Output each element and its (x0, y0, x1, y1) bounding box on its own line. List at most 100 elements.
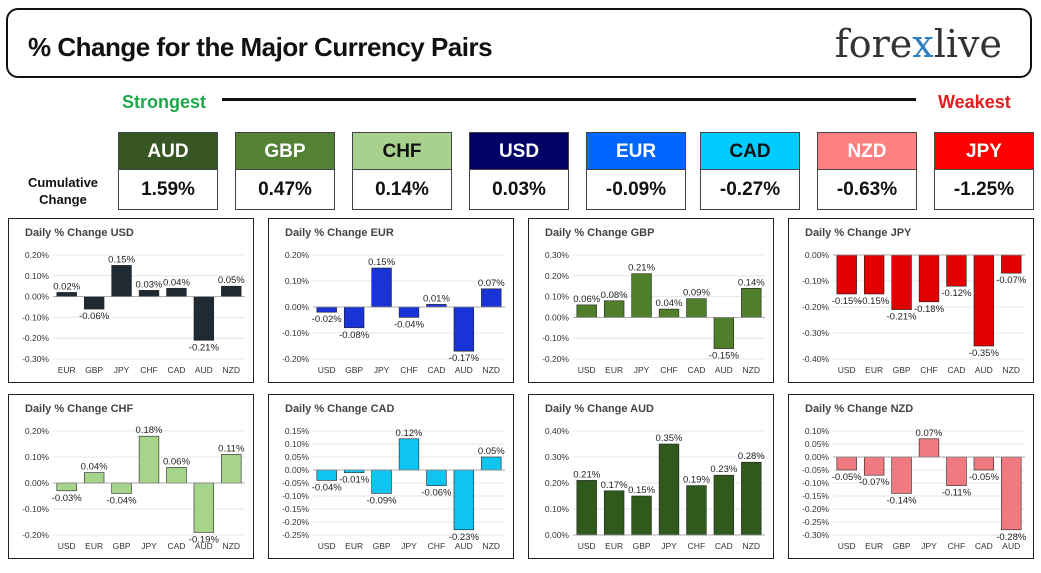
data-label: -0.06% (79, 311, 110, 322)
y-tick-label: 0.00% (25, 292, 50, 302)
chart-chf: Daily % Change CHF0.20%0.10%0.00%-0.10%-… (22, 403, 245, 551)
data-label: 0.14% (738, 277, 765, 288)
data-label: -0.28% (996, 532, 1027, 543)
data-label: -0.35% (969, 348, 1000, 359)
bar-chf (686, 485, 707, 536)
x-tick-label: NZD (483, 365, 500, 375)
x-tick-label: CHF (140, 365, 157, 375)
y-tick-label: 0.00% (545, 312, 570, 322)
bar-usd (316, 306, 337, 313)
data-label: -0.21% (189, 342, 220, 353)
data-label: -0.02% (312, 314, 343, 325)
y-tick-label: -0.30% (802, 328, 829, 338)
logo-text-x: x (912, 22, 934, 66)
y-tick-label: 0.20% (285, 250, 310, 260)
y-tick-label: -0.10% (542, 333, 569, 343)
x-tick-label: AUD (455, 541, 473, 551)
chart-title: Daily % Change EUR (285, 227, 394, 239)
x-tick-label: NZD (223, 541, 240, 551)
chart-panel-eur: Daily % Change EUR 0.20% 0.10% 0.00% -0.10% -… (268, 218, 514, 383)
data-label: -0.04% (107, 495, 138, 506)
y-tick-label: -0.20% (542, 354, 569, 364)
data-label: -0.15% (832, 296, 863, 307)
x-tick-label: CHF (948, 541, 965, 551)
y-tick-label: -0.15% (282, 504, 309, 514)
currency-code: GBP (235, 132, 335, 170)
x-tick-label: JPY (634, 365, 650, 375)
data-label: 0.04% (163, 277, 190, 288)
bar-cad (166, 287, 187, 297)
x-tick-label: NZD (223, 365, 240, 375)
currency-card-usd: USD 0.03% (469, 132, 569, 210)
y-tick-label: 0.20% (545, 271, 570, 281)
currency-card-gbp: GBP 0.47% (235, 132, 335, 210)
bar-eur (603, 300, 625, 318)
x-tick-label: JPY (114, 365, 130, 375)
data-label: -0.09% (367, 495, 398, 506)
data-label: -0.14% (887, 495, 918, 506)
cumulative-value: 0.47% (235, 170, 335, 210)
bar-jpy (398, 438, 420, 471)
bar-jpy (918, 438, 940, 458)
chart-panel-nzd: Daily % Change NZD 0.10% 0.05% 0.00% -0.05% -… (788, 394, 1034, 559)
x-tick-label: CAD (167, 365, 185, 375)
y-tick-label: 0.00% (805, 452, 830, 462)
data-label: 0.15% (108, 254, 135, 265)
y-tick-label: -0.20% (22, 530, 49, 540)
x-tick-label: NZD (483, 541, 500, 551)
chart-gbp: Daily % Change GBP 0.30% 0.20% 0.10% 0.00% -0… (542, 227, 765, 375)
y-tick-label: -0.10% (802, 478, 829, 488)
x-tick-label: EUR (58, 365, 76, 375)
x-tick-label: AUD (455, 365, 473, 375)
bar-eur (83, 472, 105, 484)
currency-code: CAD (700, 132, 800, 170)
bar-jpy (631, 273, 652, 318)
chart-title: Daily % Change USD (25, 227, 134, 239)
x-tick-label: CAD (167, 541, 185, 551)
data-label: 0.06% (163, 456, 190, 467)
data-label: -0.07% (996, 275, 1027, 286)
x-tick-label: CAD (947, 365, 965, 375)
currency-card-aud: AUD 1.59% (118, 132, 218, 210)
data-label: -0.04% (312, 482, 343, 493)
bar-usd (576, 304, 597, 318)
chart-title: Daily % Change CHF (25, 403, 133, 415)
data-label: -0.21% (887, 312, 918, 323)
bar-nzd (221, 454, 242, 484)
y-tick-label: 0.30% (545, 250, 570, 260)
cumulative-value: 0.14% (352, 170, 452, 210)
x-tick-label: EUR (605, 365, 623, 375)
y-tick-label: -0.05% (282, 478, 309, 488)
bar-nzd (481, 456, 502, 471)
chart-panel-usd: Daily % Change USD 0.20% 0.10% 0.00% -0.10% -… (8, 218, 254, 383)
data-label: 0.07% (478, 278, 505, 289)
y-tick-label: 0.00% (545, 530, 570, 540)
chart-nzd: Daily % Change NZD0.10%0.05%0.00%-0.05%-… (802, 403, 1027, 551)
data-label: 0.12% (396, 428, 423, 439)
bar-usd (56, 482, 77, 492)
data-label: -0.01% (339, 475, 370, 486)
bar-chf (658, 308, 680, 318)
bar-aud (1001, 456, 1022, 531)
chart-panel-gbp: Daily % Change GBP 0.30% 0.20% 0.10% 0.00% -0… (528, 218, 774, 383)
x-tick-label: JPY (921, 541, 937, 551)
chart-cad: Daily % Change CAD0.15%0.10%0.05%0.00%-0… (282, 403, 505, 551)
y-tick-label: 0.00% (285, 302, 310, 312)
forexlive-logo: forexlive (835, 22, 1002, 66)
currency-card-jpy: JPY -1.25% (934, 132, 1034, 210)
data-label: -0.23% (449, 532, 480, 543)
cumulative-value: -0.63% (817, 170, 917, 210)
bar-nzd (741, 287, 762, 318)
currency-code: EUR (586, 132, 686, 170)
y-tick-label: -0.25% (802, 517, 829, 527)
x-tick-label: USD (578, 365, 596, 375)
y-tick-label: -0.10% (802, 276, 829, 286)
y-tick-label: -0.10% (22, 504, 49, 514)
data-label: -0.12% (941, 288, 972, 299)
cumulative-value: -0.09% (586, 170, 686, 210)
bar-aud (193, 296, 215, 341)
x-tick-label: AUD (195, 541, 213, 551)
cumulative-value: -0.27% (700, 170, 800, 210)
bar-aud (453, 306, 475, 352)
data-label: 0.06% (573, 294, 600, 305)
